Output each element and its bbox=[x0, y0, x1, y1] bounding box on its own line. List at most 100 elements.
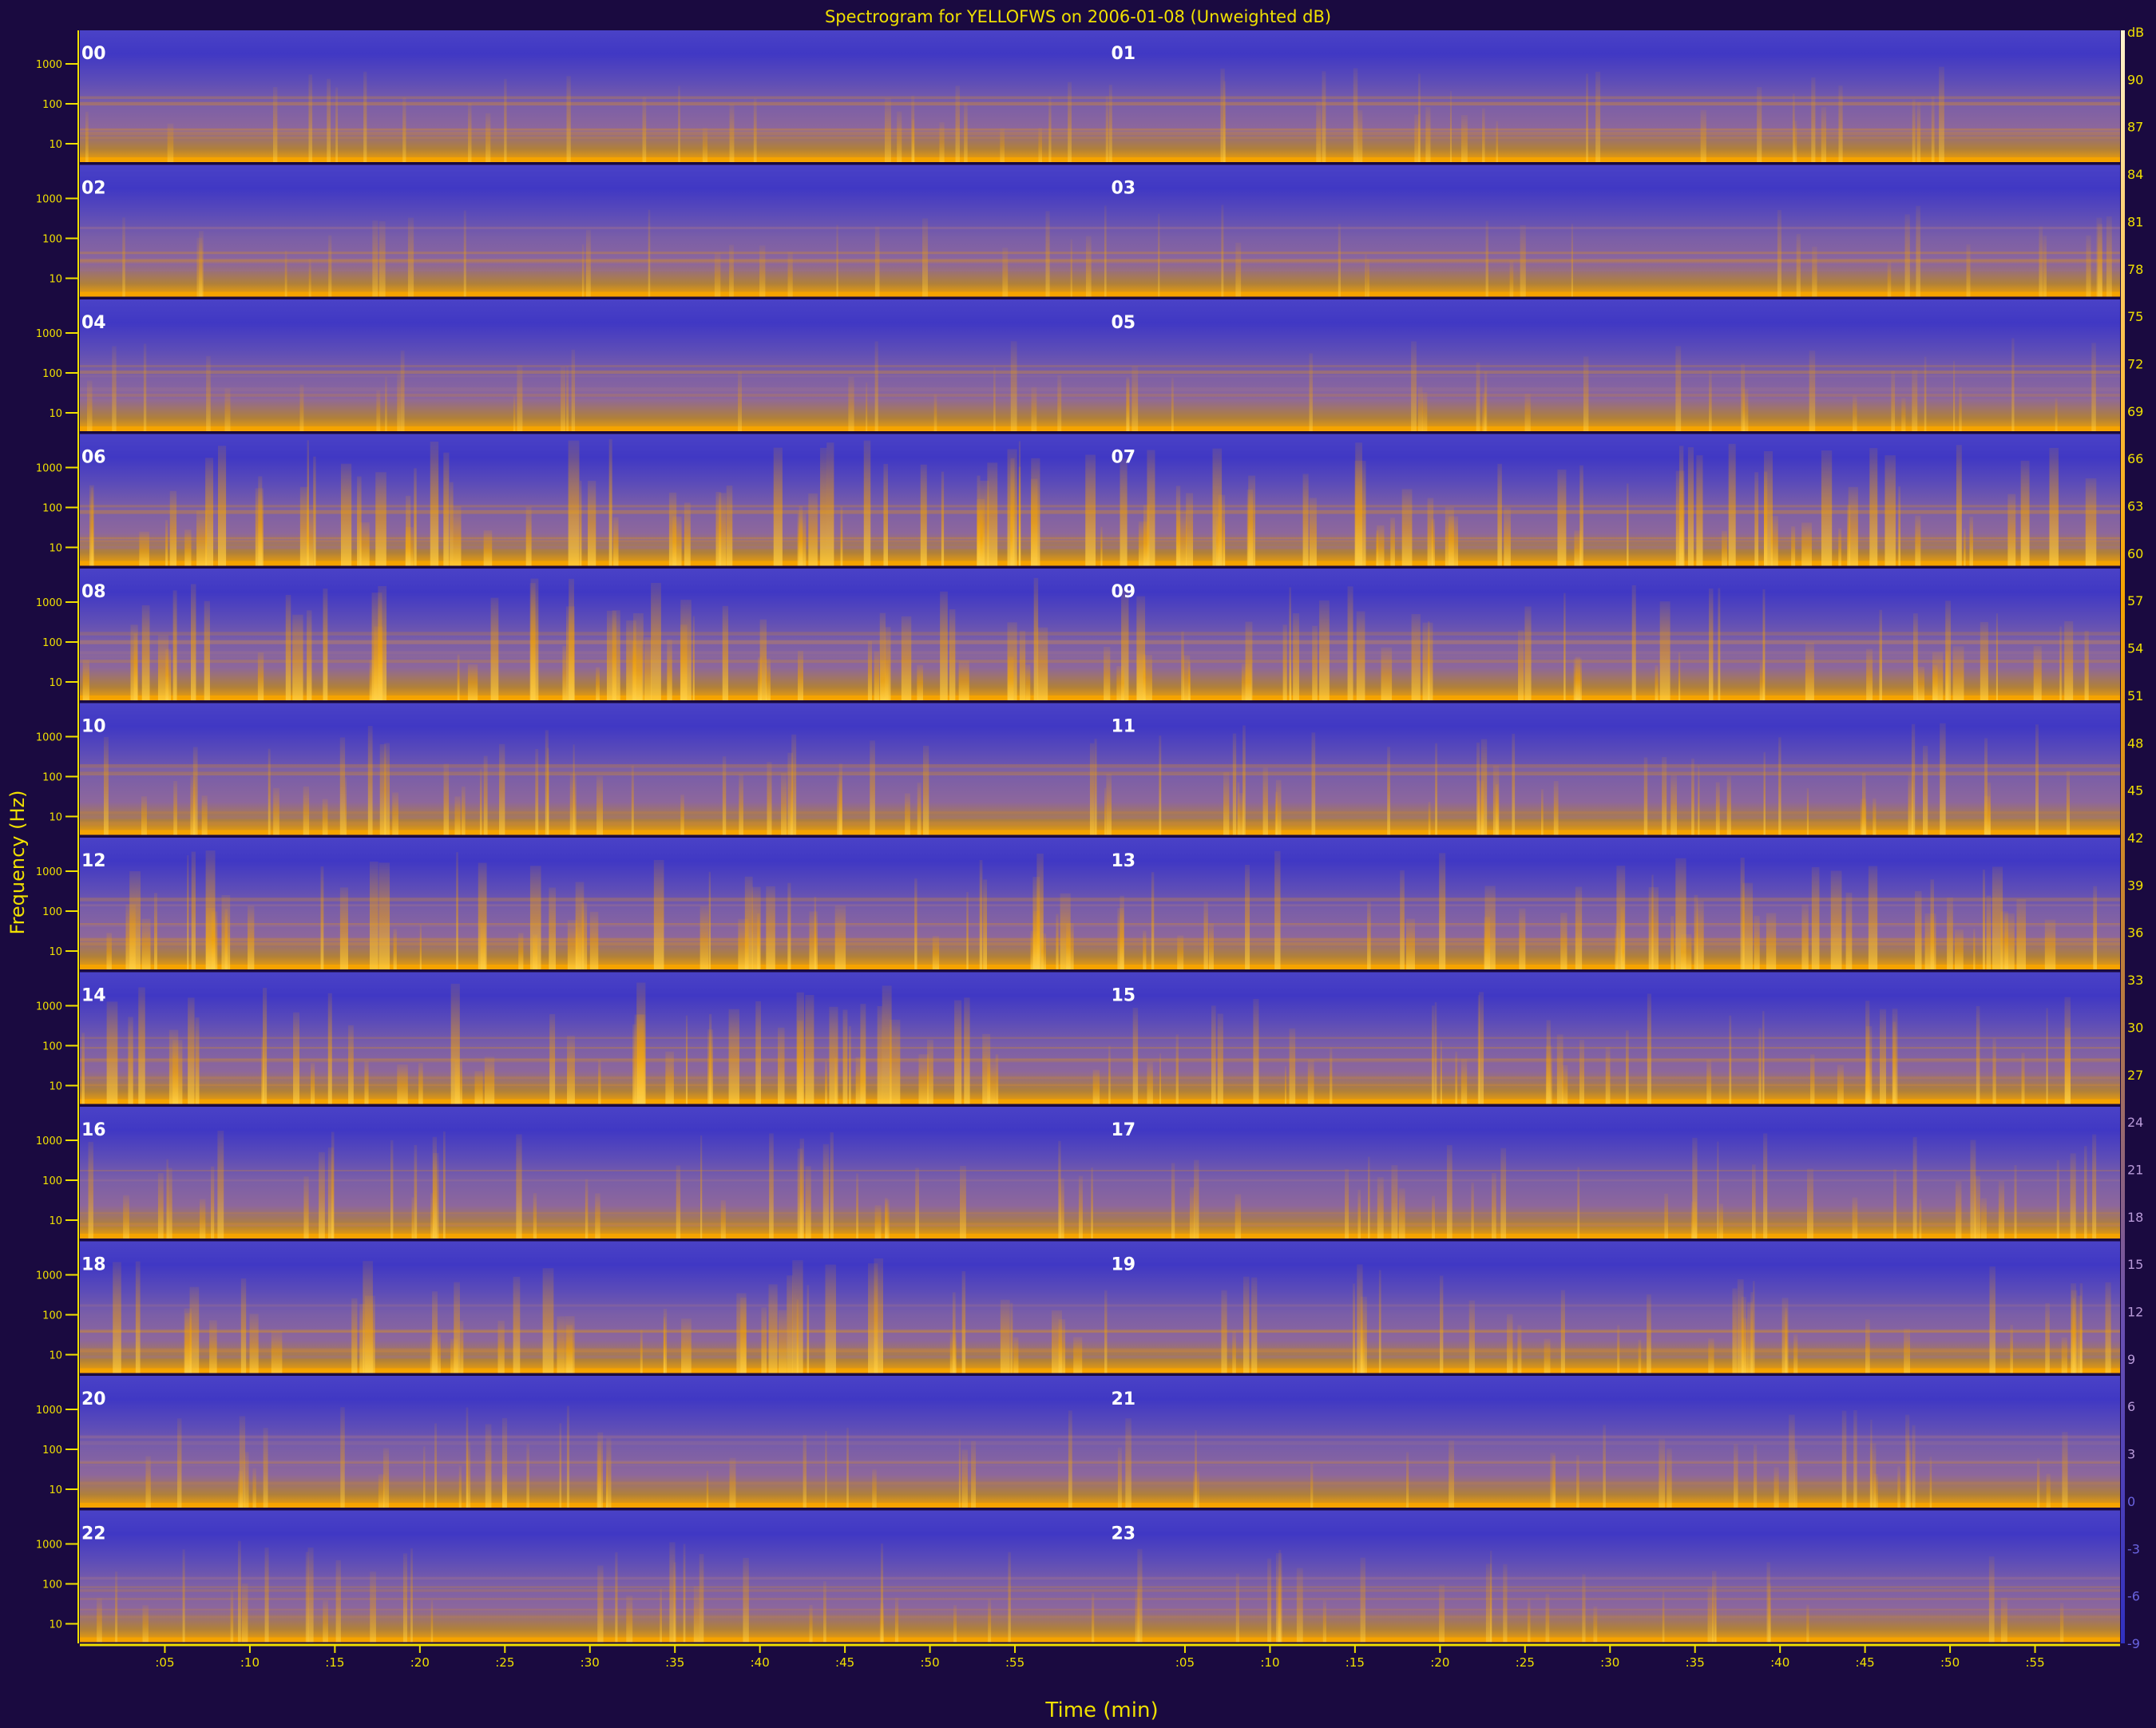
y-tick-label: 100 bbox=[42, 1579, 62, 1591]
activity-streak bbox=[1504, 507, 1511, 566]
activity-streak bbox=[457, 654, 460, 700]
y-tick-label: 100 bbox=[42, 1310, 62, 1322]
activity-streak bbox=[1694, 894, 1698, 969]
activity-streak bbox=[653, 859, 664, 969]
hour-label: 11 bbox=[1112, 717, 1136, 737]
activity-streak bbox=[567, 920, 577, 969]
activity-streak bbox=[1251, 1277, 1258, 1373]
band-texture-line bbox=[80, 1179, 2120, 1182]
band-texture-line bbox=[80, 131, 2120, 136]
activity-streak bbox=[1667, 1448, 1672, 1508]
activity-streak bbox=[1757, 87, 1762, 162]
activity-streak bbox=[1571, 224, 1573, 297]
activity-streak bbox=[1791, 526, 1796, 566]
band-texture-line bbox=[80, 937, 2120, 941]
activity-streak bbox=[1221, 1290, 1227, 1373]
activity-streak bbox=[979, 860, 983, 969]
band-texture-line bbox=[80, 252, 2120, 255]
activity-streak bbox=[738, 918, 749, 969]
band-texture-line bbox=[80, 1223, 2120, 1227]
activity-streak bbox=[1912, 1136, 1917, 1239]
activity-streak bbox=[191, 584, 196, 700]
activity-streak bbox=[1245, 621, 1253, 700]
hour-label: 03 bbox=[1112, 179, 1136, 199]
activity-streak bbox=[1085, 454, 1096, 566]
activity-streak bbox=[596, 667, 600, 700]
activity-streak bbox=[339, 737, 346, 835]
activity-streak bbox=[1575, 886, 1583, 969]
activity-streak bbox=[917, 783, 921, 835]
activity-streak bbox=[1754, 472, 1759, 566]
y-tick-label: 100 bbox=[42, 99, 62, 111]
y-tick-label: 10 bbox=[49, 274, 62, 286]
activity-streak bbox=[1143, 930, 1147, 969]
y-tick-label: 1000 bbox=[36, 1270, 62, 1282]
band-bottom-edge bbox=[80, 426, 2120, 431]
y-tick-label: 1000 bbox=[36, 597, 62, 609]
activity-streak bbox=[432, 1291, 438, 1373]
activity-streak bbox=[1203, 902, 1208, 969]
activity-streak bbox=[263, 987, 268, 1104]
activity-streak bbox=[939, 122, 945, 162]
activity-streak bbox=[2000, 911, 2008, 969]
activity-streak bbox=[1700, 109, 1706, 162]
activity-streak bbox=[995, 1054, 999, 1104]
activity-streak bbox=[598, 1060, 601, 1104]
activity-streak bbox=[890, 1019, 901, 1104]
activity-streak bbox=[885, 1199, 890, 1239]
activity-streak bbox=[960, 1165, 966, 1239]
activity-streak bbox=[168, 1167, 172, 1239]
activity-streak bbox=[953, 1605, 957, 1643]
activity-streak bbox=[1361, 1296, 1367, 1373]
activity-streak bbox=[834, 905, 846, 969]
activity-streak bbox=[1400, 870, 1405, 969]
activity-streak bbox=[911, 95, 915, 162]
activity-streak bbox=[375, 472, 386, 566]
activity-streak bbox=[1476, 743, 1480, 835]
activity-streak bbox=[2072, 1298, 2075, 1373]
activity-streak bbox=[644, 636, 652, 700]
activity-streak bbox=[1575, 656, 1581, 700]
activity-streak bbox=[327, 1147, 334, 1239]
activity-streak bbox=[285, 595, 291, 700]
activity-streak bbox=[165, 520, 168, 566]
activity-streak bbox=[1418, 73, 1421, 162]
activity-streak bbox=[809, 911, 818, 969]
activity-streak bbox=[1038, 127, 1043, 162]
activity-streak bbox=[443, 1131, 446, 1239]
activity-streak bbox=[683, 1544, 686, 1643]
activity-streak bbox=[264, 1548, 269, 1643]
activity-streak bbox=[513, 1276, 521, 1373]
activity-streak bbox=[2106, 216, 2112, 297]
activity-streak bbox=[1037, 627, 1048, 700]
activity-streak bbox=[1316, 101, 1322, 162]
activity-streak bbox=[1664, 1193, 1669, 1239]
activity-streak bbox=[805, 995, 814, 1104]
activity-streak bbox=[371, 593, 382, 700]
activity-streak bbox=[1445, 507, 1454, 566]
activity-streak bbox=[569, 578, 574, 700]
activity-streak bbox=[1671, 775, 1678, 835]
y-tick-label: 1000 bbox=[36, 59, 62, 71]
activity-streak bbox=[1777, 209, 1781, 297]
activity-streak bbox=[1706, 1059, 1712, 1104]
band-texture-line bbox=[80, 1441, 2120, 1445]
activity-streak bbox=[402, 1553, 407, 1643]
activity-streak bbox=[196, 510, 208, 566]
activity-streak bbox=[855, 1056, 866, 1104]
activity-streak bbox=[987, 462, 998, 566]
y-tick-label: 10 bbox=[49, 1215, 62, 1227]
colorbar-tick-label: 39 bbox=[2127, 878, 2143, 893]
hour-label: 08 bbox=[81, 582, 106, 602]
activity-streak bbox=[1235, 1573, 1239, 1643]
colorbar-tick-label: 87 bbox=[2127, 120, 2143, 135]
activity-streak bbox=[1806, 1168, 1813, 1239]
activity-streak bbox=[1904, 214, 1910, 297]
activity-streak bbox=[1309, 353, 1313, 431]
x-tick-label: :30 bbox=[1600, 1655, 1619, 1670]
activity-streak bbox=[874, 226, 880, 297]
activity-streak bbox=[1811, 77, 1816, 162]
x-tick-label: :15 bbox=[325, 1655, 344, 1670]
band-texture-line bbox=[80, 259, 2120, 262]
activity-streak bbox=[1986, 895, 1992, 969]
